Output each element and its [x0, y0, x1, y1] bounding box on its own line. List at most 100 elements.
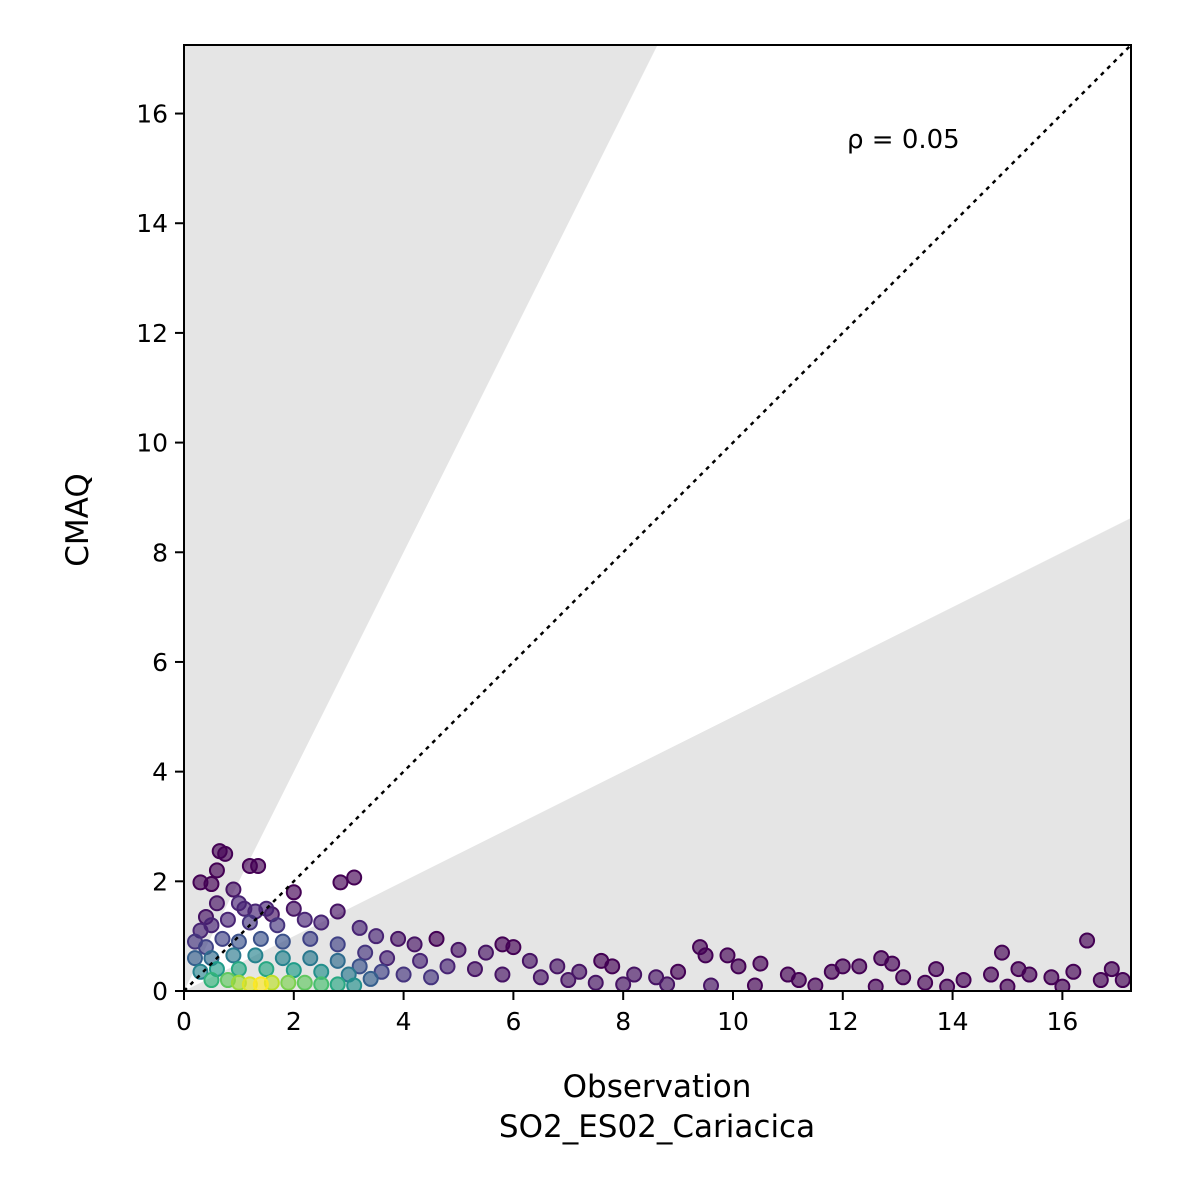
data-point: [269, 917, 286, 934]
data-point: [505, 939, 522, 956]
data-point: [670, 963, 687, 980]
data-point: [604, 958, 621, 975]
x-axis-label: Observation: [563, 1069, 752, 1105]
data-point: [439, 958, 456, 975]
data-point: [1103, 961, 1120, 978]
data-point: [252, 976, 269, 991]
data-point: [993, 944, 1010, 961]
data-point: [379, 950, 396, 967]
x-tick-label: 4: [396, 1007, 412, 1036]
data-point: [560, 972, 577, 989]
data-point: [230, 961, 247, 978]
data-point: [332, 874, 349, 891]
data-point: [521, 952, 538, 969]
data-point: [241, 914, 258, 931]
data-point: [884, 955, 901, 972]
data-point: [192, 963, 209, 980]
y-tick-label: 0: [152, 977, 168, 1006]
plot-area: [184, 45, 1131, 991]
data-point: [494, 966, 511, 983]
data-point: [250, 857, 267, 874]
data-point: [466, 961, 483, 978]
data-point: [351, 919, 368, 936]
data-point: [357, 944, 374, 961]
data-point: [285, 900, 302, 917]
data-point: [615, 976, 632, 991]
data-point: [428, 930, 445, 947]
x-tick-label: 10: [717, 1007, 749, 1036]
data-point: [746, 977, 763, 991]
x-tick-label: 8: [615, 1007, 631, 1036]
data-point: [362, 970, 379, 987]
data-point: [549, 958, 566, 975]
data-point: [406, 936, 423, 953]
data-point: [186, 950, 203, 967]
data-point: [999, 978, 1016, 991]
data-point: [659, 976, 676, 991]
data-point: [477, 944, 494, 961]
data-point: [1065, 963, 1082, 980]
data-point: [450, 941, 467, 958]
data-point: [571, 963, 588, 980]
data-point: [346, 869, 363, 886]
data-point: [225, 881, 242, 898]
data-point: [648, 969, 665, 986]
data-point: [807, 977, 824, 991]
data-point: [719, 947, 736, 964]
data-point: [368, 928, 385, 945]
y-axis-ticks: 0 2 4 6 8 10 12 14 16: [136, 100, 184, 1006]
data-point: [703, 977, 720, 991]
x-tick-label: 12: [827, 1007, 859, 1036]
data-point: [939, 978, 956, 991]
data-point: [280, 974, 297, 991]
shaded-band-upper: [184, 45, 658, 991]
data-point: [274, 950, 291, 967]
data-point: [851, 958, 868, 975]
one-to-one-line: [184, 45, 1131, 991]
data-point: [219, 911, 236, 928]
data-point: [955, 972, 972, 989]
data-point: [1021, 966, 1038, 983]
data-point: [895, 969, 912, 986]
x-tick-label: 2: [286, 1007, 302, 1036]
data-point: [1092, 972, 1109, 989]
data-point: [373, 963, 390, 980]
data-point: [203, 917, 220, 934]
data-point: [917, 974, 934, 991]
data-point: [790, 972, 807, 989]
correlation-annotation: ρ = 0.05: [847, 125, 960, 155]
data-point: [983, 966, 1000, 983]
x-tick-label: 14: [937, 1007, 969, 1036]
y-tick-label: 12: [136, 319, 168, 348]
data-point: [302, 950, 319, 967]
data-point: [247, 947, 264, 964]
points-layer: [186, 843, 1131, 991]
data-point: [752, 955, 769, 972]
data-point: [351, 958, 368, 975]
data-point: [423, 969, 440, 986]
data-point: [203, 876, 220, 893]
data-point: [329, 952, 346, 969]
shaded-band-lower: [184, 518, 1131, 991]
data-point: [1079, 932, 1096, 949]
data-point: [834, 958, 851, 975]
y-tick-label: 10: [136, 429, 168, 458]
data-point: [258, 961, 275, 978]
y-tick-label: 6: [152, 648, 168, 677]
data-point: [730, 958, 747, 975]
data-point: [346, 977, 363, 991]
y-tick-label: 16: [136, 100, 168, 129]
data-point: [329, 936, 346, 953]
data-point: [208, 895, 225, 912]
data-point: [626, 966, 643, 983]
data-point: [697, 947, 714, 964]
data-point: [532, 969, 549, 986]
data-point: [329, 903, 346, 920]
y-tick-label: 14: [136, 209, 168, 238]
data-point: [208, 862, 225, 879]
data-point: [274, 933, 291, 950]
data-point: [329, 976, 346, 991]
y-tick-label: 8: [152, 538, 168, 567]
data-point: [285, 884, 302, 901]
